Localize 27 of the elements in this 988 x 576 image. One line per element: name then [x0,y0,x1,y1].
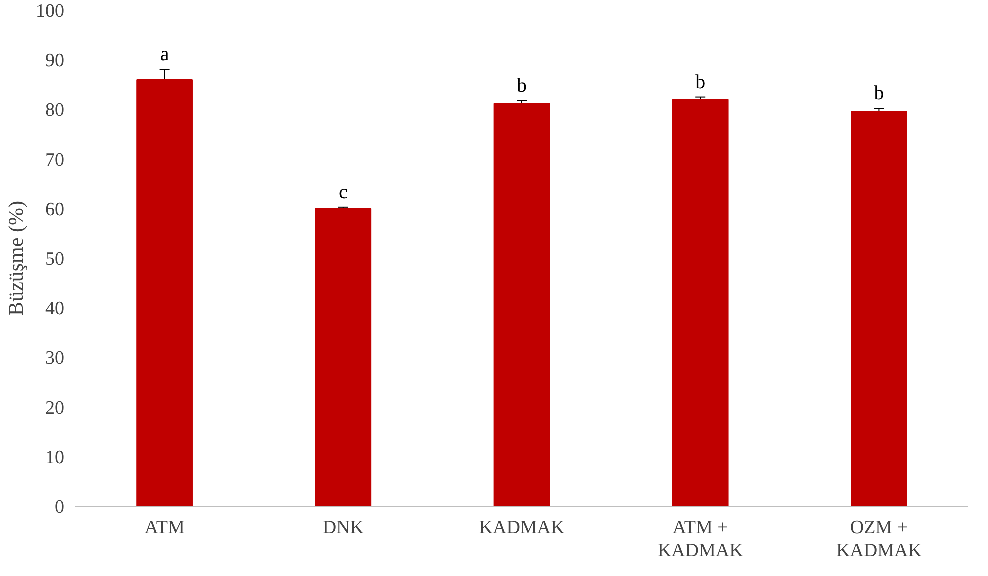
annotation: a [160,44,170,66]
y-tick-label: 50 [46,249,64,270]
y-tick-label: 20 [46,398,64,419]
annotation: b [874,82,884,105]
x-tick-label: ATM + KADMAK [658,518,744,562]
y-axis-title: Büzüşme (%) [4,201,28,316]
bar [851,111,908,506]
y-tick-label: 90 [46,50,64,72]
y-tick-label: 80 [46,100,64,122]
annotation: b [696,71,706,94]
x-tick-label: OZM + KADMAK [836,518,922,562]
x-tick-label: KADMAK [479,518,566,538]
bar [315,208,372,506]
x-tick-label: DNK [322,518,364,538]
y-tick-label: 100 [36,1,64,22]
y-tick-label: 30 [46,348,64,370]
y-tick-label: 10 [46,447,64,468]
bar [672,99,729,506]
annotation: b [517,74,527,97]
y-tick-label: 0 [55,497,64,518]
y-tick-label: 40 [46,298,64,320]
y-tick-label: 70 [46,150,64,171]
bar [136,79,193,506]
y-tick-label: 60 [46,199,64,220]
annotation: c [338,181,348,204]
bar [494,103,550,506]
x-tick-label: ATM [144,518,185,538]
